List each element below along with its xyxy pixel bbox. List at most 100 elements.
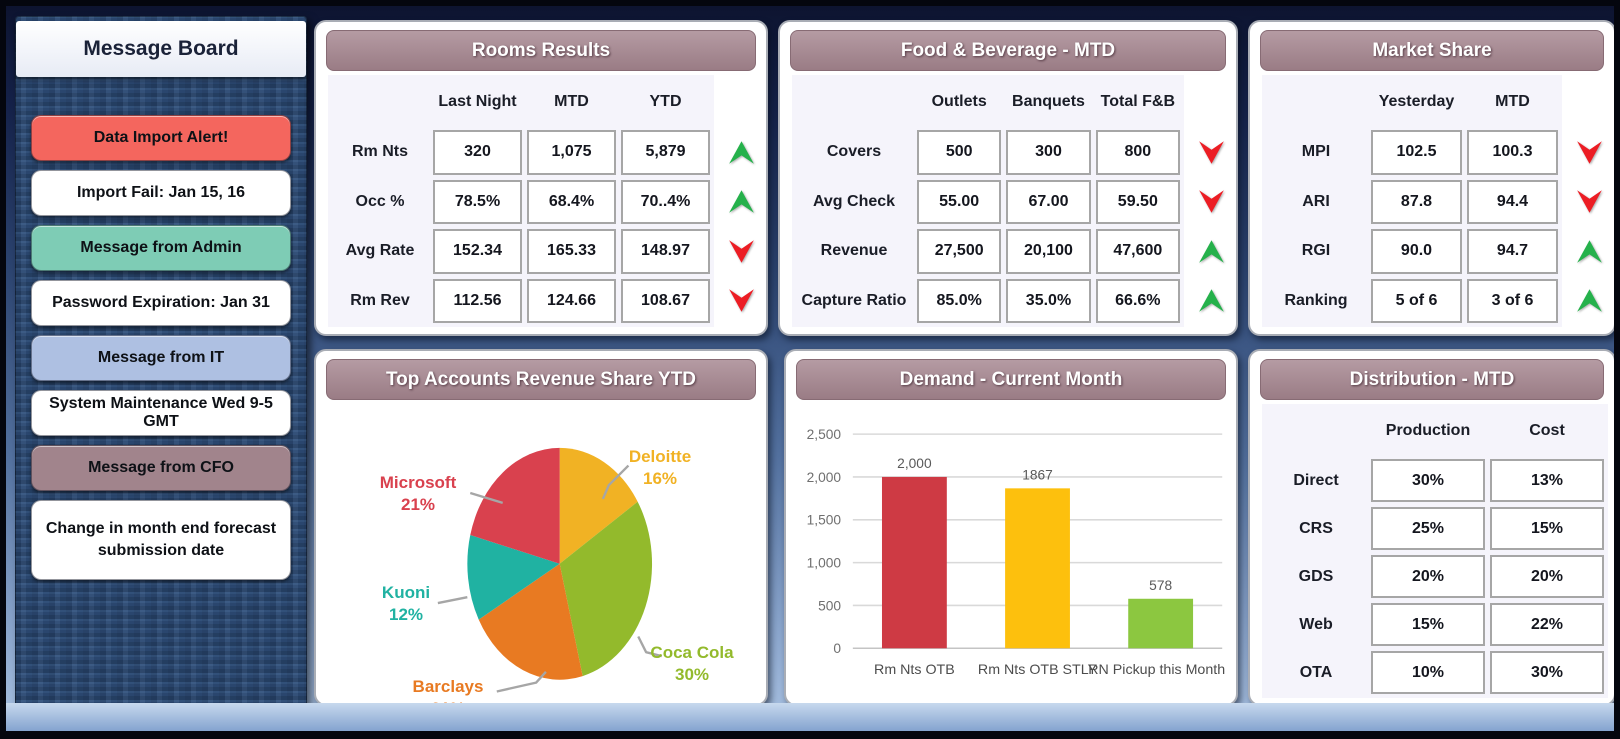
password-expiration-message: Password Expiration: Jan 31 bbox=[31, 280, 291, 326]
row-label: Rm Rev bbox=[350, 291, 410, 309]
row-label: MPI bbox=[1301, 143, 1331, 161]
table-cell: 68.4% bbox=[527, 179, 616, 224]
table-cell: 22% bbox=[1490, 603, 1604, 646]
table-cell: 55.00 bbox=[917, 179, 1002, 224]
bar-chart-svg: 0 500 1,000 1,500 2,000 2,500 2,000 Rm Nts OTB 1… bbox=[807, 427, 1226, 678]
table-cell: 15% bbox=[1371, 603, 1485, 646]
table-cell: 1,075 bbox=[527, 130, 616, 175]
message-board-sidebar: Message Board Data Import Alert! Import … bbox=[15, 16, 307, 723]
table-cell: 35.0% bbox=[1006, 278, 1091, 323]
row-label: Ranking bbox=[1284, 291, 1348, 309]
trend-up-icon bbox=[1198, 240, 1224, 263]
row-label: Rm Nts bbox=[351, 143, 408, 161]
message-board-list: Data Import Alert! Import Fail: Jan 15, … bbox=[15, 115, 307, 580]
pie-leader-line-coca-cola bbox=[637, 635, 663, 658]
pie-label-deloitte: Deloitte 16% bbox=[628, 447, 692, 489]
pie-label-microsoft: Microsoft 21% bbox=[379, 473, 457, 515]
table-cell: 152.34 bbox=[433, 229, 522, 274]
pie-slice-microsoft bbox=[470, 447, 560, 564]
table-cell: 66.6% bbox=[1095, 278, 1180, 323]
distribution-panel: Distribution - MTD Production Cost Direc… bbox=[1248, 349, 1614, 706]
column-header: Last Night bbox=[438, 93, 517, 110]
bar-value-label: 1867 bbox=[1022, 467, 1053, 482]
x-category-label: Rm Nts OTB STLY bbox=[978, 662, 1098, 678]
row-label: CRS bbox=[1299, 519, 1333, 537]
trend-up-icon bbox=[1198, 289, 1224, 312]
message-from-it-button[interactable]: Message from IT bbox=[31, 335, 291, 381]
trend-up-icon bbox=[1576, 240, 1602, 263]
table-cell: 3 of 6 bbox=[1467, 278, 1558, 323]
row-label: Occ % bbox=[355, 192, 405, 210]
bar-rm-nts-otb-stly bbox=[1005, 488, 1070, 649]
table-cell: 90.0 bbox=[1371, 229, 1462, 274]
table-cell: 47,600 bbox=[1095, 229, 1180, 274]
pie-slice-coca-cola bbox=[559, 501, 653, 677]
system-maintenance-message: System Maintenance Wed 9-5 GMT bbox=[31, 390, 291, 436]
trend-up-icon bbox=[1192, 229, 1230, 274]
table-cell: 59.50 bbox=[1095, 179, 1180, 224]
bar-value-label: 2,000 bbox=[897, 456, 932, 471]
rooms-results-table: Last Night MTD YTD Rm Nts 320 1,075 5,87… bbox=[328, 75, 714, 327]
demand-title: Demand - Current Month bbox=[796, 359, 1226, 400]
row-label: ARI bbox=[1302, 192, 1330, 210]
y-tick-label: 2,000 bbox=[807, 470, 842, 485]
trend-up-icon bbox=[1570, 279, 1608, 324]
row-label: GDS bbox=[1298, 567, 1334, 585]
trend-down-icon bbox=[722, 279, 760, 324]
table-cell: 30% bbox=[1490, 651, 1604, 694]
column-header: MTD bbox=[1495, 93, 1530, 110]
trend-down-icon bbox=[1570, 130, 1608, 175]
trend-down-icon bbox=[1198, 190, 1224, 213]
row-label: Avg Rate bbox=[345, 242, 415, 260]
food-beverage-title: Food & Beverage - MTD bbox=[790, 30, 1226, 71]
table-cell: 94.7 bbox=[1467, 229, 1558, 274]
trend-down-icon bbox=[722, 229, 760, 274]
column-header: Total F&B bbox=[1100, 93, 1175, 110]
y-tick-label: 0 bbox=[833, 641, 841, 656]
data-import-alert-button[interactable]: Data Import Alert! bbox=[31, 115, 291, 161]
table-cell: 87.8 bbox=[1371, 179, 1462, 224]
food-beverage-table: Outlets Banquets Total F&B Covers 500 30… bbox=[792, 75, 1184, 327]
trend-up-icon bbox=[728, 141, 754, 164]
row-label: Direct bbox=[1293, 471, 1339, 489]
column-header: YTD bbox=[649, 93, 682, 110]
market-share-title: Market Share bbox=[1260, 30, 1604, 71]
row-label: Capture Ratio bbox=[801, 291, 907, 309]
message-from-cfo-button[interactable]: Message from CFO bbox=[31, 445, 291, 491]
table-cell: 78.5% bbox=[433, 179, 522, 224]
trend-down-icon bbox=[1198, 141, 1224, 164]
table-cell: 85.0% bbox=[917, 278, 1002, 323]
x-category-label: RN Pickup this Month bbox=[1088, 662, 1225, 678]
trend-down-icon bbox=[1576, 190, 1602, 213]
row-label: Revenue bbox=[820, 242, 888, 260]
top-accounts-panel: Top Accounts Revenue Share YTD Deloitte 1… bbox=[314, 349, 768, 718]
table-cell: 108.67 bbox=[621, 278, 710, 323]
row-label: Covers bbox=[826, 143, 882, 161]
column-header: Yesterday bbox=[1378, 93, 1455, 110]
column-header: Outlets bbox=[931, 93, 987, 110]
rooms-results-title: Rooms Results bbox=[326, 30, 756, 71]
table-cell: 25% bbox=[1371, 507, 1485, 550]
table-cell: 94.4 bbox=[1467, 179, 1558, 224]
pie-leader-line-barclays bbox=[496, 671, 547, 693]
bar-value-label: 578 bbox=[1149, 578, 1172, 593]
column-header: MTD bbox=[554, 93, 589, 110]
pie-slice-kuoni bbox=[467, 535, 560, 620]
table-cell: 300 bbox=[1006, 130, 1091, 175]
table-cell: 70..4% bbox=[621, 179, 710, 224]
column-header: Banquets bbox=[1012, 93, 1085, 110]
row-label: Avg Check bbox=[812, 192, 896, 210]
trend-down-icon bbox=[1192, 130, 1230, 175]
row-label: RGI bbox=[1301, 242, 1331, 260]
bar-rm-nts-otb bbox=[881, 476, 947, 649]
demand-panel: Demand - Current Month 0 500 1,000 1,500 2,0… bbox=[784, 349, 1238, 706]
pie-slice-barclays bbox=[478, 563, 583, 680]
import-fail-message: Import Fail: Jan 15, 16 bbox=[31, 170, 291, 216]
column-header: Cost bbox=[1529, 422, 1565, 439]
table-cell: 124.66 bbox=[527, 278, 616, 323]
message-from-admin-button[interactable]: Message from Admin bbox=[31, 225, 291, 271]
table-cell: 10% bbox=[1371, 651, 1485, 694]
table-cell: 67.00 bbox=[1006, 179, 1091, 224]
